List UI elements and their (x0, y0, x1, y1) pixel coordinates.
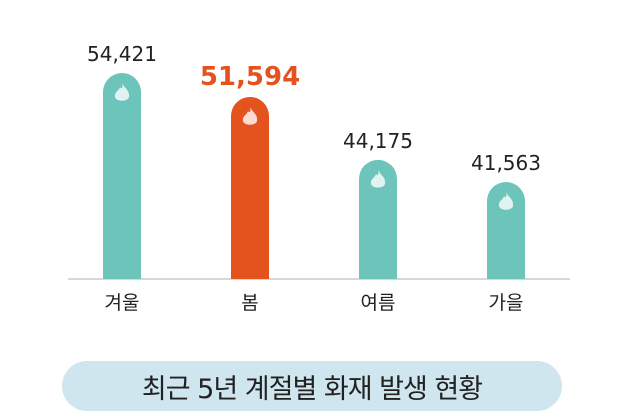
bar (487, 182, 525, 279)
x-tick-label: 봄 (241, 292, 258, 314)
x-tick-label: 여름 (361, 292, 396, 314)
data-label: 54,421 (87, 42, 157, 66)
bar (231, 96, 269, 279)
data-label: 41,563 (471, 151, 541, 175)
data-label: 51,594 (200, 62, 300, 92)
data-label: 44,175 (343, 129, 413, 153)
flame-icon (114, 83, 130, 101)
flame-icon (242, 106, 258, 125)
x-tick-label: 겨울 (105, 292, 140, 314)
flame-icon (498, 192, 514, 210)
bar (103, 73, 141, 279)
flame-icon (370, 169, 386, 188)
bar-chart: 54,421 겨울 51,594 봄 44,175 여름 41,563 가을 (68, 42, 570, 314)
x-tick-label: 가을 (489, 292, 524, 314)
bar (359, 159, 397, 279)
chart-title: 최근 5년 계절별 화재 발생 현황 (62, 361, 562, 411)
